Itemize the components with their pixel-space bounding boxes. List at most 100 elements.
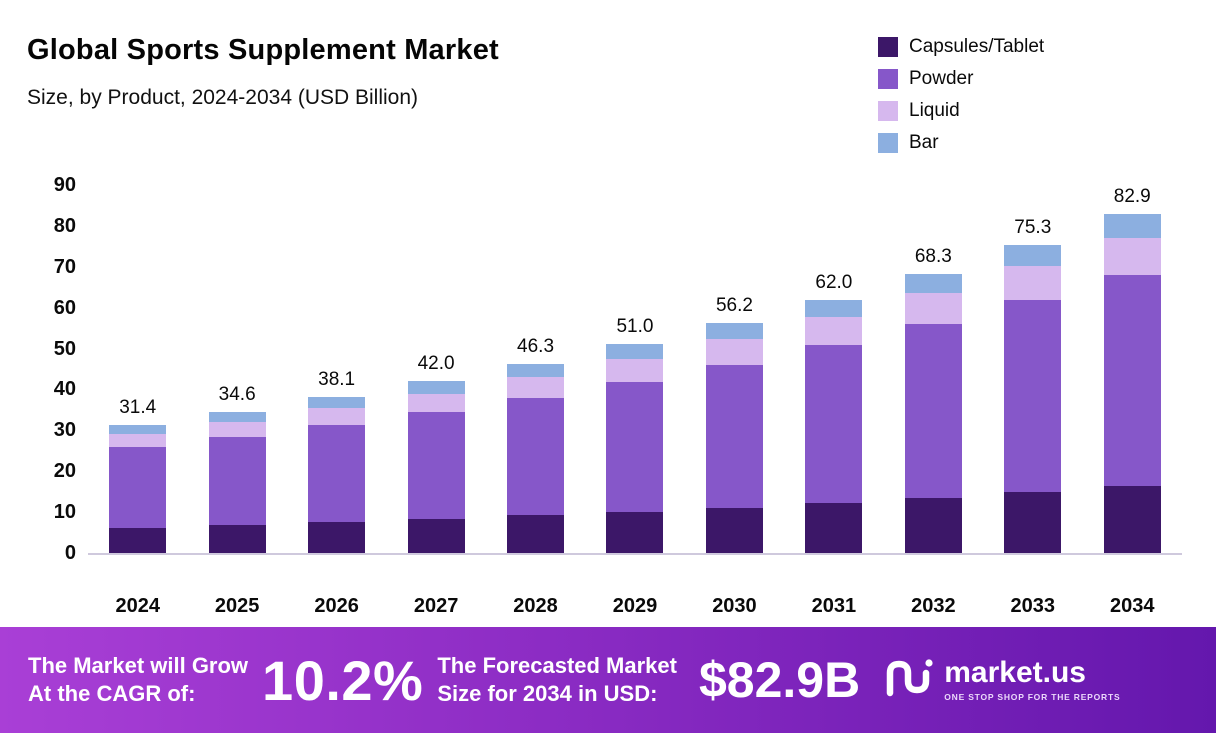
bar-segment-bar (904, 273, 962, 294)
bar-segment-powder (1004, 300, 1062, 493)
forecast-value: $82.9B (698, 652, 861, 708)
bar-stack (904, 273, 962, 553)
cagr-label-line1: The Market will Grow (28, 652, 249, 678)
chart-section: Global Sports Supplement Market Size, by… (27, 34, 1182, 618)
bar-segment-bar (805, 299, 863, 318)
bar-segment-capsules-tablet (705, 507, 763, 553)
bar-segment-bar (109, 424, 167, 434)
y-tick-label: 80 (53, 214, 76, 237)
market-us-logo-icon (886, 657, 934, 704)
bar-total-label: 42.0 (417, 353, 455, 375)
bar-total-label: 82.9 (1113, 186, 1151, 208)
bar-stack (109, 424, 167, 553)
bar-segment-liquid (1103, 237, 1161, 275)
bar-total-label: 46.3 (517, 335, 555, 357)
legend-label: Liquid (909, 100, 960, 121)
legend-swatch-liquid (878, 101, 898, 121)
bar-segment-powder (904, 324, 962, 498)
bar-total-label: 75.3 (1014, 217, 1052, 239)
cagr-value: 10.2% (262, 648, 424, 712)
bar-segment-bar (407, 381, 465, 394)
y-tick-label: 70 (53, 255, 76, 278)
footer-banner: The Market will Grow At the CAGR of: 10.… (0, 627, 1216, 733)
bar-2026: 38.1 (308, 370, 366, 553)
legend-label: Capsules/Tablet (909, 36, 1045, 57)
bar-segment-powder (507, 397, 565, 516)
x-axis-label-2030: 2030 (712, 595, 757, 617)
bar-stack (1004, 245, 1062, 553)
logo-name: market.us (944, 656, 1086, 689)
x-axis-label-2034: 2034 (1110, 595, 1155, 617)
chart-title: Global Sports Supplement Market (27, 34, 499, 66)
bar-stack (1103, 214, 1161, 553)
legend-item-liquid: Liquid (878, 100, 1044, 122)
bar-2034: 82.9 (1103, 186, 1161, 553)
logo-tagline: ONE STOP SHOP FOR THE REPORTS (944, 692, 1121, 702)
bar-stack (208, 411, 266, 553)
bar-segment-capsules-tablet (507, 515, 565, 553)
bar-2024: 31.4 (109, 396, 167, 553)
plot-area: 31.4 34.6 38.1 42.0 46.3 51.0 56.2 62.0 68.3 75.3… (88, 185, 1182, 555)
bar-stack (507, 363, 565, 553)
market-us-logo: market.us ONE STOP SHOP FOR THE REPORTS (886, 657, 1120, 704)
bar-segment-liquid (308, 408, 366, 426)
y-tick-label: 0 (64, 542, 76, 564)
legend-swatch-capsules-tablet (878, 37, 898, 57)
bar-segment-powder (1103, 274, 1161, 486)
x-axis: 2024 2025 2026 2027 2028 2029 2030 2031 2032 2033… (88, 577, 1182, 618)
bar-segment-capsules-tablet (208, 525, 266, 553)
legend-item-powder: Powder (878, 68, 1044, 90)
forecast-label: The Forecasted Market Size for 2034 in U… (437, 652, 677, 708)
bar-segment-liquid (507, 377, 565, 398)
bar-2030: 56.2 (705, 296, 763, 553)
bar-segment-capsules-tablet (109, 528, 167, 553)
bar-segment-liquid (606, 359, 664, 383)
legend-item-bar: Bar (878, 132, 1044, 154)
bar-total-label: 34.6 (218, 383, 256, 405)
bar-segment-capsules-tablet (1004, 492, 1062, 553)
bar-segment-bar (507, 363, 565, 378)
bar-segment-liquid (208, 421, 266, 437)
bar-segment-powder (606, 382, 664, 512)
bar-stack (308, 397, 366, 553)
bar-segment-liquid (904, 293, 962, 325)
x-axis-label-2024: 2024 (115, 595, 160, 617)
legend-label: Bar (909, 132, 939, 153)
bar-total-label: 31.4 (119, 396, 157, 418)
bar-segment-capsules-tablet (407, 519, 465, 553)
chart-subtitle: Size, by Product, 2024-2034 (USD Billion… (27, 86, 419, 109)
bar-2027: 42.0 (407, 353, 465, 553)
bar-2032: 68.3 (904, 247, 962, 553)
bar-stack (407, 381, 465, 553)
x-axis-label-2025: 2025 (214, 595, 260, 617)
bar-2033: 75.3 (1004, 217, 1062, 553)
legend-swatch-powder (878, 69, 898, 89)
y-tick-label: 90 (53, 174, 76, 196)
bar-2025: 34.6 (208, 383, 266, 553)
logo-text: market.us ONE STOP SHOP FOR THE REPORTS (944, 656, 1121, 703)
bar-segment-liquid (109, 433, 167, 448)
bar-segment-liquid (407, 393, 465, 412)
forecast-label-line1: The Forecasted Market (437, 652, 677, 678)
bar-segment-liquid (805, 317, 863, 345)
x-axis-label-2032: 2032 (911, 595, 956, 617)
bar-segment-bar (308, 397, 366, 409)
legend-label: Powder (909, 68, 974, 89)
bar-segment-powder (705, 364, 763, 508)
bar-segment-liquid (1004, 266, 1062, 301)
y-tick-label: 40 (53, 378, 76, 401)
bar-stack (805, 299, 863, 553)
x-axis-label-2026: 2026 (314, 595, 359, 617)
legend-item-capsules-tablet: Capsules/Tablet (878, 36, 1044, 58)
bar-segment-bar (208, 411, 266, 422)
bar-segment-liquid (705, 339, 763, 365)
bar-segment-bar (1103, 214, 1161, 238)
bar-segment-capsules-tablet (606, 511, 664, 553)
bar-total-label: 51.0 (616, 316, 654, 338)
bar-segment-capsules-tablet (308, 522, 366, 553)
bar-segment-powder (208, 436, 266, 526)
y-tick-label: 20 (53, 460, 76, 483)
bar-segment-capsules-tablet (904, 497, 962, 553)
bar-segment-bar (1004, 245, 1062, 267)
y-tick-label: 30 (53, 419, 76, 442)
